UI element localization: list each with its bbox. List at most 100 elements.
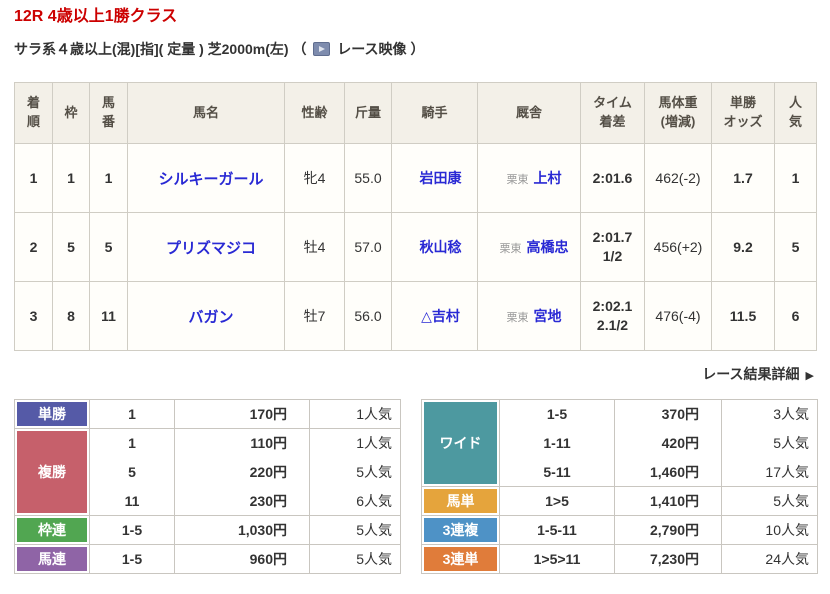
bet-type-quinella: 馬連	[17, 547, 87, 571]
horse-name-cell: バガン	[127, 281, 285, 351]
time-margin: 2:01.7 1/2	[580, 212, 645, 282]
payout-combination: 1-5	[89, 544, 175, 574]
horse-name-link[interactable]: バガン	[188, 308, 234, 326]
trainer-link[interactable]: 高橋忠	[526, 239, 569, 255]
payout-row-sanrenpuku: 3連複 1-5-11 2,790円 10人気	[421, 515, 818, 545]
payout-amount: 420円	[614, 428, 722, 458]
race-result-page: 12R 4歳以上1勝クラス サラ系４歳以上(混)[指]( 定量 ) 芝2000m…	[14, 8, 818, 574]
payout-popularity: 5人気	[309, 515, 401, 545]
horse-name-link[interactable]: シルキーガール	[158, 170, 264, 188]
time-margin: 2:01.6	[580, 143, 645, 213]
col-sex-age: 性齢	[284, 82, 345, 144]
payout-combination: 1	[89, 428, 175, 458]
payout-popularity: 6人気	[309, 486, 401, 516]
win-odds: 1.7	[711, 143, 775, 213]
finish-position: 3	[14, 281, 53, 351]
col-win-odds: 単勝 オッズ	[711, 82, 775, 144]
bracket-number: 8	[52, 281, 90, 351]
col-finish-position: 着 順	[14, 82, 53, 144]
bet-type-bracket-quinella: 枠連	[17, 518, 87, 542]
payout-popularity: 5人気	[721, 428, 818, 458]
favorite-rank: 6	[774, 281, 817, 351]
stable-cell: 栗東 上村	[477, 143, 581, 213]
jockey-cell: 岩田康	[391, 143, 478, 213]
payout-combination: 1-5	[499, 399, 615, 429]
payout-row-tansho: 単勝 1 170円 1人気	[14, 399, 401, 429]
col-horse-weight: 馬体重 (増減)	[644, 82, 712, 144]
payout-combination: 1>5>11	[499, 544, 615, 574]
payout-combination: 1-11	[499, 428, 615, 458]
race-result-detail-link[interactable]: レース結果詳細 ▶	[702, 366, 814, 382]
trainer-link[interactable]: 宮地	[533, 308, 562, 324]
sex-age: 牡4	[284, 212, 345, 282]
results-header-row: 着 順 枠 馬 番 馬名 性齢 斤量 騎手 厩舎 タイム 着差 馬体重 (増減)…	[14, 82, 817, 144]
payout-row-umaren: 馬連 1-5 960円 5人気	[14, 544, 401, 574]
payout-row-fukusho-3: 11 230円 6人気	[15, 486, 401, 516]
payout-popularity: 1人気	[309, 399, 401, 429]
bet-type-exacta: 馬単	[424, 489, 497, 513]
payout-row-sanrentan: 3連単 1>5>11 7,230円 24人気	[421, 544, 818, 574]
horse-number: 1	[89, 143, 128, 213]
payout-popularity: 1人気	[309, 428, 401, 458]
payout-section: 単勝 1 170円 1人気 複勝 1 110円 1人気 5 220円 5人気 1…	[14, 399, 818, 574]
jockey-link[interactable]: △吉村	[421, 308, 460, 324]
payout-amount: 370円	[614, 399, 722, 429]
result-row-1: 1 1 1 シルキーガール 牝4 55.0 岩田康 栗東 上村 2:01.6 46…	[14, 143, 817, 213]
paren-open: （	[292, 41, 307, 57]
payout-combination: 5	[89, 457, 175, 487]
col-bracket: 枠	[52, 82, 90, 144]
payout-amount: 110円	[174, 428, 310, 458]
payout-row-wakuren: 枠連 1-5 1,030円 5人気	[14, 515, 401, 545]
payout-table-right: ワイド 1-5 370円 3人気 1-11 420円 5人気 5-11 1,46…	[421, 399, 818, 574]
payout-combination: 1>5	[499, 486, 615, 516]
payout-amount: 170円	[174, 399, 310, 429]
carried-weight: 56.0	[344, 281, 392, 351]
finish-position: 2	[14, 212, 53, 282]
trainer-link[interactable]: 上村	[533, 170, 562, 186]
payout-amount: 230円	[174, 486, 310, 516]
stable-cell: 栗東 高橋忠	[477, 212, 581, 282]
carried-weight: 55.0	[344, 143, 392, 213]
finish-position: 1	[14, 143, 53, 213]
bet-type-place: 複勝	[17, 431, 87, 513]
detail-link-label: レース結果詳細	[702, 366, 800, 382]
col-horse-name: 馬名	[127, 82, 285, 144]
payout-amount: 220円	[174, 457, 310, 487]
result-row-3: 3 8 11 バガン 牡7 56.0 △吉村 栗東 宮地 2:02.1 2.1/2…	[14, 281, 817, 351]
payout-amount: 1,410円	[614, 486, 722, 516]
stable-cell: 栗東 宮地	[477, 281, 581, 351]
horse-number: 5	[89, 212, 128, 282]
horse-weight: 462(-2)	[644, 143, 712, 213]
bet-type-cell: 3連複	[421, 515, 500, 545]
race-title: 12R 4歳以上1勝クラス	[14, 8, 178, 25]
jockey-link[interactable]: 秋山稔	[419, 239, 462, 255]
payout-table-left: 単勝 1 170円 1人気 複勝 1 110円 1人気 5 220円 5人気 1…	[14, 399, 401, 574]
race-video-link[interactable]: レース映像	[337, 41, 407, 57]
payout-combination: 11	[89, 486, 175, 516]
win-odds: 11.5	[711, 281, 775, 351]
bet-type-cell: 複勝	[14, 428, 90, 516]
payout-row-fukusho-1: 複勝 1 110円 1人気	[14, 428, 401, 516]
horse-name-link[interactable]: プリズマジコ	[165, 239, 256, 257]
bet-type-cell: 単勝	[14, 399, 90, 429]
payout-combination: 1-5	[89, 515, 175, 545]
jockey-link[interactable]: 岩田康	[419, 170, 462, 186]
payout-amount: 960円	[174, 544, 310, 574]
detail-link-row: レース結果詳細 ▶	[14, 364, 814, 384]
bet-type-wide: ワイド	[424, 402, 497, 484]
horse-number: 11	[89, 281, 128, 351]
col-favorite: 人 気	[774, 82, 817, 144]
payout-combination: 5-11	[499, 457, 615, 487]
bracket-number: 5	[52, 212, 90, 282]
stable-area: 栗東	[506, 312, 529, 324]
horse-name-cell: シルキーガール	[127, 143, 285, 213]
bet-type-cell: 馬連	[14, 544, 90, 574]
sex-age: 牝4	[284, 143, 345, 213]
col-jockey: 騎手	[391, 82, 478, 144]
payout-popularity: 10人気	[721, 515, 818, 545]
payout-combination: 1	[89, 399, 175, 429]
bet-type-trio: 3連複	[424, 518, 497, 542]
stable-area: 栗東	[506, 174, 529, 186]
race-results-table: 着 順 枠 馬 番 馬名 性齢 斤量 騎手 厩舎 タイム 着差 馬体重 (増減)…	[14, 82, 817, 351]
horse-weight: 476(-4)	[644, 281, 712, 351]
